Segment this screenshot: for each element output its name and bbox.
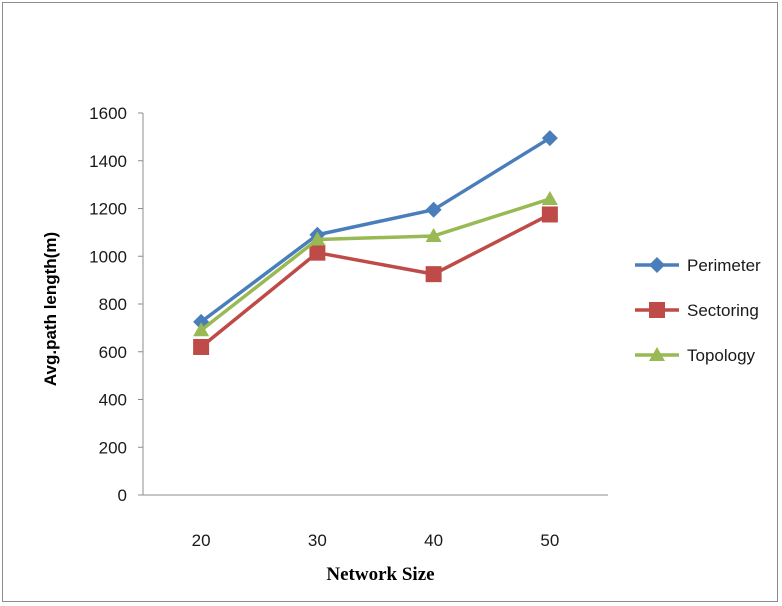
series-line (200, 136, 551, 324)
y-axis-label: Avg.path length(m) (41, 232, 60, 386)
x-tick-label: 30 (308, 531, 327, 550)
series-sectoring (193, 206, 558, 355)
data-point (541, 206, 558, 223)
legend-marker (649, 347, 665, 361)
data-point (309, 231, 326, 246)
x-tick-labels: 20 30 40 50 (192, 531, 560, 550)
y-tick-label: 800 (99, 295, 127, 314)
data-point (309, 244, 326, 261)
legend-item-topology: Topology (635, 346, 756, 365)
legend-marker (649, 302, 665, 318)
data-point (193, 322, 210, 337)
series-perimeter (193, 130, 558, 330)
y-tick-label: 400 (99, 391, 127, 410)
legend-label: Sectoring (687, 301, 759, 320)
y-tick-label: 600 (99, 343, 127, 362)
series-group (193, 130, 558, 355)
y-tick-label: 1600 (89, 104, 127, 123)
y-tick-label: 200 (99, 438, 127, 457)
legend-label: Perimeter (687, 256, 761, 275)
legend-item-perimeter: Perimeter (635, 256, 761, 275)
legend-label: Topology (687, 346, 756, 365)
x-tick-label: 50 (540, 531, 559, 550)
y-tick-label: 1000 (89, 247, 127, 266)
data-point (425, 201, 442, 218)
data-point (541, 130, 558, 147)
y-tick-label: 0 (118, 486, 127, 505)
data-point (425, 266, 442, 283)
y-tick-labels: 0 200 400 600 800 1000 1200 1400 1600 (89, 104, 127, 505)
data-point (193, 338, 210, 355)
x-axis-label: Network Size (326, 564, 434, 585)
y-tick-label: 1400 (89, 152, 127, 171)
series-line (200, 212, 551, 349)
data-point (541, 190, 558, 205)
legend-item-sectoring: Sectoring (635, 301, 759, 320)
series-topology (193, 190, 558, 337)
line-chart: 0 200 400 600 800 1000 1200 1400 1600 20 30 40 50 A… (41, 104, 761, 585)
data-point (425, 227, 442, 242)
x-tick-label: 40 (424, 531, 443, 550)
legend: Perimeter Sectoring Topology (635, 256, 761, 365)
axes (138, 112, 608, 496)
x-tick-label: 20 (192, 531, 211, 550)
legend-marker (649, 257, 665, 273)
series-line (200, 197, 551, 332)
y-tick-label: 1200 (89, 200, 127, 219)
